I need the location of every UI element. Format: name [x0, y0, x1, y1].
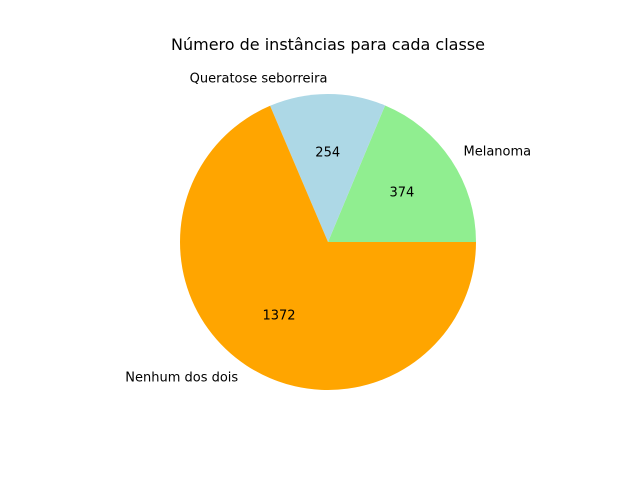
- pie-labels: Melanoma 374 Queratose seborreira 254 Nenhum…: [125, 72, 531, 386]
- slice-label: Nenhum dos dois: [125, 370, 238, 385]
- pie-slice-nenhum-dos-dois: [180, 105, 476, 391]
- slice-label: Queratose seborreira: [190, 72, 328, 87]
- pie-slice-queratose-seborreira: [270, 93, 386, 242]
- slice-value-label: 1372: [262, 309, 295, 324]
- slice-value-label: 254: [315, 146, 340, 161]
- slice-label: Melanoma: [464, 144, 532, 159]
- pie-slice-melanoma: [328, 105, 476, 242]
- slice-value-label: 374: [389, 185, 414, 200]
- pie-slices: [180, 93, 476, 391]
- chart-title: Número de instâncias para cada classe: [171, 35, 485, 54]
